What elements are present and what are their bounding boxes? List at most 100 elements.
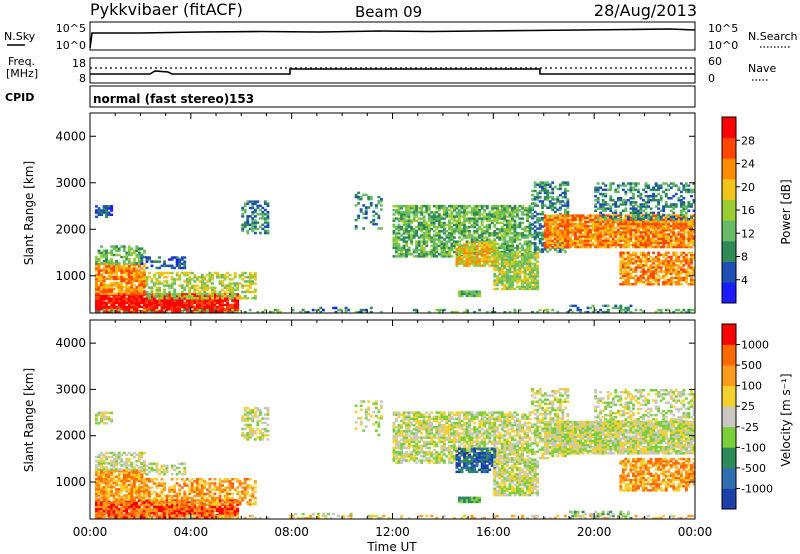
heatmap-cell [500, 264, 504, 268]
heatmap-cell [266, 204, 270, 208]
heatmap-cell [561, 245, 565, 249]
heatmap-cell [546, 229, 550, 232]
heatmap-cell [110, 292, 114, 295]
heatmap-cell [516, 260, 519, 263]
heatmap-cell [483, 217, 487, 220]
heatmap-cell [531, 270, 534, 274]
heatmap-cell [377, 227, 381, 230]
heatmap-cell [558, 224, 562, 228]
heatmap-cell [505, 240, 509, 243]
heatmap-cell [115, 275, 119, 279]
heatmap-cell [112, 501, 116, 504]
heatmap-cell [508, 211, 512, 214]
heatmap-cell [238, 282, 242, 285]
heatmap-cell [644, 227, 648, 230]
heatmap-cell [516, 264, 519, 268]
heatmap-cell [536, 221, 540, 224]
heatmap-cell [173, 256, 177, 259]
heatmap-cell [644, 243, 648, 247]
heatmap-cell [253, 231, 257, 235]
heatmap-cell [397, 230, 401, 233]
heatmap-cell [500, 209, 504, 212]
heatmap-cell [541, 225, 545, 228]
heatmap-cell [571, 304, 575, 308]
heatmap-cell [195, 297, 199, 300]
heatmap-cell [485, 262, 489, 265]
heatmap-cell [619, 227, 623, 230]
heatmap-cell [448, 246, 451, 250]
heatmap-cell [480, 207, 484, 210]
heatmap-cell [647, 283, 650, 286]
heatmap-cell [95, 283, 98, 287]
heatmap-cell [493, 238, 497, 241]
heatmap-cell [679, 245, 683, 249]
heatmap-cell [647, 278, 650, 282]
heatmap-cell [541, 237, 545, 241]
heatmap-cell [654, 227, 658, 230]
heatmap-cell [629, 253, 633, 257]
heatmap-cell [127, 247, 131, 250]
heatmap-cell [690, 203, 693, 206]
heatmap-cell [644, 245, 648, 249]
heatmap-cell [112, 275, 116, 279]
heatmap-cell [102, 295, 106, 298]
colorbar-tick-label: 20 [741, 181, 755, 194]
heatmap-cell [95, 501, 98, 504]
heatmap-cell [117, 303, 121, 307]
heatmap-cell [637, 227, 640, 230]
heatmap-cell [422, 221, 426, 225]
heatmap-cell [498, 258, 502, 261]
heatmap-cell [107, 260, 111, 263]
heatmap-cell [624, 268, 628, 271]
heatmap-cell [674, 251, 678, 255]
heatmap-cell [629, 237, 633, 240]
heatmap-cell [246, 229, 250, 233]
heatmap-cell [513, 219, 517, 222]
heatmap-cell [591, 237, 595, 240]
heatmap-cell [465, 240, 469, 243]
heatmap-cell [513, 204, 517, 208]
heatmap-cell [140, 292, 144, 295]
heatmap-cell [684, 184, 688, 187]
heatmap-cell [505, 285, 509, 289]
heatmap-cell [100, 297, 103, 300]
heatmap-cell [226, 307, 229, 311]
heatmap-cell [435, 242, 439, 245]
heatmap-cell [122, 295, 126, 298]
heatmap-cell [652, 260, 655, 263]
heatmap-cell [679, 229, 683, 232]
heatmap-cell [142, 279, 146, 283]
heatmap-cell [142, 299, 146, 302]
heatmap-cell [216, 271, 219, 275]
heatmap-cell [513, 277, 517, 280]
heatmap-cell [95, 281, 98, 285]
heatmap-cell [493, 264, 497, 268]
heatmap-cell [180, 262, 184, 265]
heatmap-cell [453, 232, 456, 235]
heatmap-cell [611, 306, 615, 310]
heatmap-cell [475, 249, 479, 253]
heatmap-cell [614, 220, 618, 224]
heatmap-cell [155, 305, 159, 309]
heatmap-cell [107, 275, 111, 279]
heatmap-cell [637, 276, 640, 280]
heatmap-cell [430, 227, 434, 231]
heatmap-cell [110, 281, 114, 285]
heatmap-cell [463, 247, 466, 251]
heatmap-cell [654, 235, 658, 238]
heatmap-cell [137, 288, 141, 291]
heatmap-cell [505, 273, 509, 276]
heatmap-cell [657, 308, 661, 312]
heatmap-cell [687, 237, 691, 240]
heatmap-cell [137, 265, 141, 268]
heatmap-cell [155, 280, 159, 283]
heatmap-cell [483, 260, 487, 263]
heatmap-cell [684, 207, 688, 210]
heatmap-cell [639, 194, 643, 198]
heatmap-cell [475, 290, 479, 293]
heatmap-cell [256, 204, 260, 208]
heatmap-cell [198, 295, 202, 298]
heatmap-cell [253, 271, 257, 275]
heatmap-cell [652, 274, 655, 278]
heatmap-cell [682, 186, 686, 189]
